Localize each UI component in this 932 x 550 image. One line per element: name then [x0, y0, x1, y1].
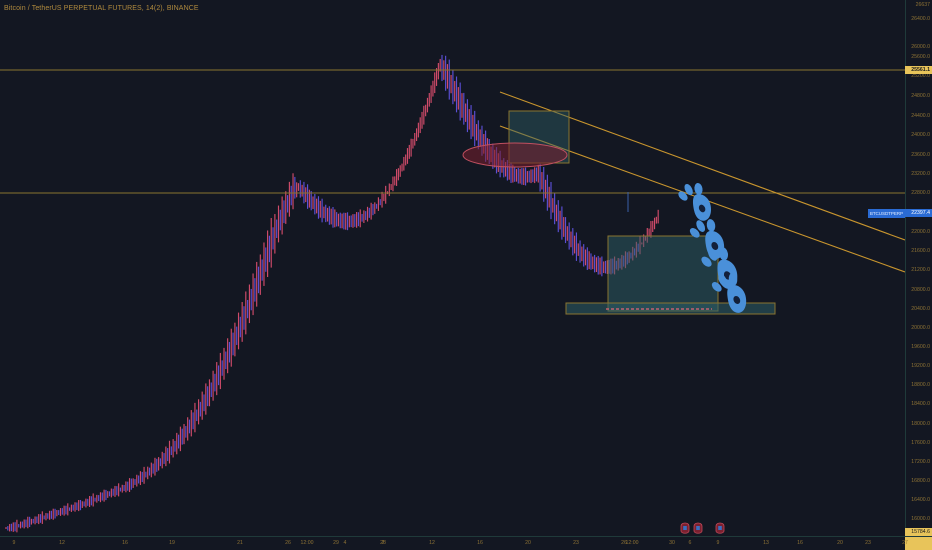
footprint-toe-2 [718, 274, 728, 286]
price-axis-tick: 21200.0 [911, 267, 930, 273]
symbol-price-chip[interactable]: BTCUSDTPERP [867, 209, 905, 218]
demand-zone-band[interactable] [565, 302, 776, 315]
price-tag-bottom-yellow[interactable]: 15784.6 [905, 528, 932, 536]
time-axis-tick: 9 [716, 540, 720, 546]
time-axis-tick: 12:00 [625, 540, 639, 546]
time-axis-tick: 12 [429, 540, 435, 546]
price-axis-tick: 24800.0 [911, 93, 930, 99]
price-axis-tick: 20000.0 [911, 325, 930, 331]
price-axis-tick: 25600.0 [911, 54, 930, 60]
time-axis-tick: 7 [381, 540, 385, 546]
price-axis[interactable]: 26637 26400.0 26000.0 25600.0 25200.0 24800.0… [905, 0, 932, 536]
event-marker-glyph [696, 526, 700, 530]
price-axis-tick: 18400.0 [911, 401, 930, 407]
footprint-toe-1 [719, 247, 729, 261]
time-axis-tick: 12:00 [300, 540, 314, 546]
price-axis-tick: 22800.0 [911, 190, 930, 196]
price-axis-tick: 26400.0 [911, 16, 930, 22]
time-axis-tick: 29 [333, 540, 339, 546]
upper-downtrend-line[interactable] [499, 91, 905, 241]
time-axis-tick: 4 [343, 540, 347, 546]
price-axis-tick: 20800.0 [911, 287, 930, 293]
footprint-toe-1 [694, 182, 703, 195]
time-axis-tick: 30 [669, 540, 675, 546]
price-tag-blue[interactable]: 22397.4 [905, 209, 932, 217]
footprint-toe-2 [684, 184, 693, 196]
footprint-center-dot [698, 204, 706, 213]
time-axis-tick: 28 [380, 540, 386, 546]
chart-canvas [0, 54, 905, 534]
footprint-toe-1 [728, 273, 738, 286]
footprint-toe-2 [696, 220, 706, 232]
price-axis-tick: 26000.0 [911, 44, 930, 50]
time-axis-tick: 13 [763, 540, 769, 546]
chart-plot-area[interactable] [0, 0, 905, 536]
time-axis-tick: 16 [797, 540, 803, 546]
event-marker-glyph [683, 526, 687, 530]
time-axis-tick: 12 [59, 540, 65, 546]
time-axis-tick: 16 [477, 540, 483, 546]
price-axis-tick: 18800.0 [911, 382, 930, 388]
footprint-toe-3 [701, 256, 712, 267]
time-axis-tick: 26 [621, 540, 627, 546]
price-axis-tick: 24400.0 [911, 113, 930, 119]
price-axis-tick: 18000.0 [911, 421, 930, 427]
footprint-toe-2 [708, 248, 718, 261]
price-axis-tick: 16000.0 [911, 516, 930, 522]
price-axis-tick: 19200.0 [911, 363, 930, 369]
event-marker-2[interactable] [693, 522, 703, 534]
time-axis-tick: 26 [285, 540, 291, 546]
time-axis-tick: 23 [573, 540, 579, 546]
footprint-4[interactable] [708, 267, 754, 319]
price-axis-tick: 17200.0 [911, 459, 930, 465]
lower-accumulation-box[interactable] [607, 235, 719, 312]
price-axis-tick: 21600.0 [911, 248, 930, 254]
event-marker-1[interactable] [680, 522, 690, 534]
footprint-toe-3 [689, 228, 700, 238]
price-axis-tick: 24000.0 [911, 132, 930, 138]
price-axis-tick: 23600.0 [911, 152, 930, 158]
time-axis-tick: 20 [525, 540, 531, 546]
price-axis-tick: 20400.0 [911, 306, 930, 312]
time-axis-corner-tag[interactable] [905, 537, 932, 550]
time-axis-tick: 27 [902, 540, 908, 546]
time-axis-tick: 6 [688, 540, 692, 546]
price-axis-tick: 17600.0 [911, 440, 930, 446]
time-axis-tick: 20 [837, 540, 843, 546]
price-axis-tick: 26637 [915, 2, 930, 8]
event-marker-3[interactable] [715, 522, 725, 534]
price-axis-tick: 16400.0 [911, 497, 930, 503]
time-axis-tick: 21 [237, 540, 243, 546]
chart-symbol-title[interactable]: Bitcoin / TetherUS PERPETUAL FUTURES, 14… [4, 5, 199, 12]
footprint-toe-3 [678, 191, 688, 201]
footprint-toe-1 [706, 219, 716, 232]
time-axis-tick: 16 [122, 540, 128, 546]
footprint-1[interactable] [674, 177, 718, 226]
price-axis-tick: 25200.0 [911, 73, 930, 79]
price-axis-tick: 23200.0 [911, 171, 930, 177]
distribution-ellipse[interactable] [462, 142, 568, 168]
footprint-toe-3 [711, 282, 722, 292]
time-axis-tick: 19 [169, 540, 175, 546]
price-tag-yellow[interactable]: 25561.1 [905, 66, 932, 74]
event-marker-glyph [718, 526, 722, 530]
price-axis-tick: 19600.0 [911, 344, 930, 350]
time-axis-tick: 9 [12, 540, 16, 546]
footprint-center-dot [733, 295, 741, 304]
price-axis-tick: 16800.0 [911, 478, 930, 484]
footprint-center-dot [711, 241, 719, 250]
time-axis-tick: 23 [865, 540, 871, 546]
price-series [5, 54, 659, 533]
price-axis-tick: 22000.0 [911, 229, 930, 235]
time-axis[interactable]: 9 12 16 19 21 26 29 28 12:00 4 7 12 16 20 23 26 30 12:00 6… [0, 536, 932, 550]
